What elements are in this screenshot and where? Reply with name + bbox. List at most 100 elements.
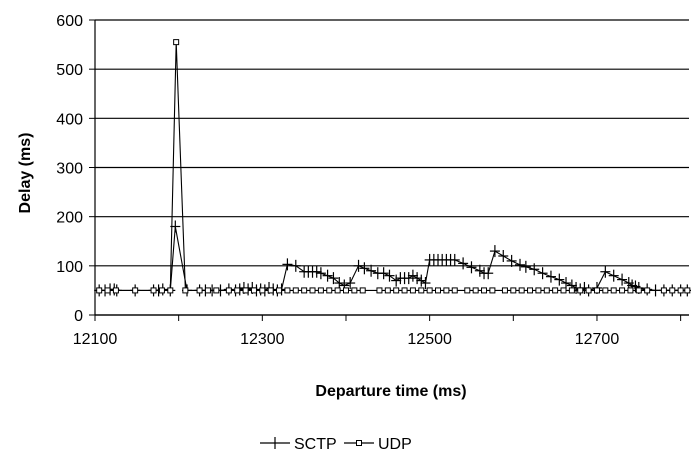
udp-point	[660, 287, 667, 294]
udp-point	[627, 287, 634, 294]
udp-point	[535, 287, 542, 294]
udp-point	[489, 287, 496, 294]
series-line-udp	[99, 42, 688, 291]
sctp-point	[282, 258, 293, 271]
udp-point	[351, 287, 358, 294]
udp-point	[234, 287, 241, 294]
y-tick-label-200: 200	[56, 210, 83, 227]
sctp-point	[617, 273, 628, 286]
udp-point	[342, 287, 349, 294]
udp-point	[635, 287, 642, 294]
udp-point	[426, 287, 433, 294]
udp-point	[510, 287, 517, 294]
sctp-point	[554, 273, 565, 286]
sctp-point	[328, 272, 339, 285]
udp-point	[259, 287, 266, 294]
udp-point	[150, 287, 157, 294]
y-tick-label-400: 400	[56, 111, 83, 128]
sctp-point	[384, 269, 395, 282]
udp-point	[334, 287, 341, 294]
udp-point	[552, 287, 559, 294]
y-axis-title: Delay (ms)	[17, 133, 34, 214]
y-tick-label-600: 600	[56, 13, 83, 30]
sctp-point	[412, 272, 423, 285]
sctp-point	[353, 259, 364, 272]
sctp-point	[498, 250, 509, 262]
sctp-point	[420, 277, 431, 290]
sctp-point	[407, 269, 418, 282]
sctp-point	[403, 272, 414, 285]
sctp-point	[416, 274, 427, 287]
udp-point	[292, 287, 299, 294]
sctp-point	[315, 267, 326, 280]
udp-point	[301, 287, 308, 294]
udp-point	[196, 287, 203, 294]
udp-point	[418, 287, 425, 294]
udp-point	[112, 287, 119, 294]
udp-point	[359, 287, 366, 294]
udp-point	[204, 287, 211, 294]
udp-point	[593, 287, 600, 294]
udp-point	[401, 287, 408, 294]
sctp-point	[458, 257, 469, 270]
x-tick-label-12300: 12300	[240, 331, 285, 348]
udp-point	[669, 287, 676, 294]
udp-point	[309, 287, 316, 294]
udp-point	[610, 287, 617, 294]
udp-point	[409, 287, 416, 294]
sctp-point	[537, 267, 548, 280]
udp-point	[501, 287, 508, 294]
sctp-point	[290, 259, 301, 272]
udp-point	[326, 287, 333, 294]
udp-point	[644, 287, 651, 294]
sctp-point	[545, 270, 556, 283]
sctp-point	[474, 264, 485, 277]
udp-point	[619, 287, 626, 294]
udp-point	[167, 287, 174, 294]
sctp-point	[561, 277, 572, 290]
udp-point	[577, 287, 584, 294]
udp-point	[560, 287, 567, 294]
udp-point	[518, 287, 525, 294]
udp-point	[393, 287, 400, 294]
udp-point	[173, 39, 180, 46]
udp-point	[158, 287, 165, 294]
sctp-point	[449, 253, 460, 266]
y-tick-label-0: 0	[74, 308, 83, 325]
udp-point	[96, 287, 103, 294]
sctp-point	[359, 262, 370, 275]
udp-point	[250, 287, 257, 294]
legend-label-udp: UDP	[378, 436, 412, 453]
sctp-point	[311, 265, 322, 278]
sctp-point	[483, 267, 494, 280]
y-axis: 0 100 200 300 400 500 600	[56, 13, 96, 325]
y-tick-label-500: 500	[56, 62, 83, 79]
udp-point	[267, 287, 274, 294]
udp-point	[376, 287, 383, 294]
legend: SCTP UDP	[260, 436, 412, 453]
udp-point	[602, 287, 609, 294]
udp-point	[384, 287, 391, 294]
udp-point	[481, 287, 488, 294]
udp-point	[317, 287, 324, 294]
udp-point	[568, 287, 575, 294]
gridlines	[95, 19, 689, 316]
x-axis-title: Departure time (ms)	[315, 383, 466, 400]
sctp-point	[391, 274, 402, 287]
udp-point	[443, 287, 450, 294]
sctp-point	[378, 267, 389, 280]
x-tick-label-12500: 12500	[407, 331, 452, 348]
udp-point	[104, 287, 111, 294]
udp-point	[677, 287, 684, 294]
sctp-point	[489, 245, 500, 258]
sctp-point	[520, 260, 531, 273]
udp-point	[213, 287, 220, 294]
udp-point	[585, 287, 592, 294]
udp-point	[472, 287, 479, 294]
series-layer	[94, 39, 691, 297]
sctp-point	[515, 258, 526, 271]
sctp-point	[334, 277, 345, 290]
y-tick-label-300: 300	[56, 161, 83, 178]
udp-point	[276, 287, 283, 294]
